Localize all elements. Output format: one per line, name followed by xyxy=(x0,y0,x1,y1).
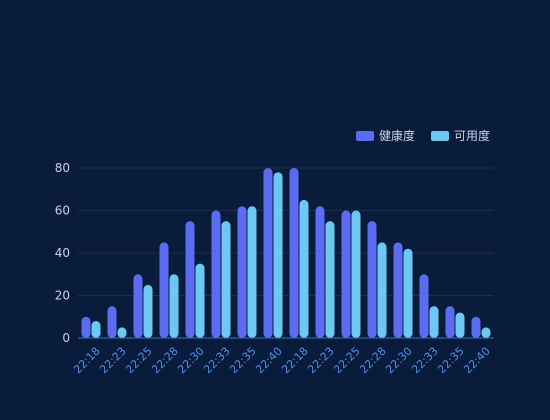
y-tick-label: 80 xyxy=(55,161,70,175)
x-tick-label: 22:35 xyxy=(227,345,259,377)
bar-availability[interactable] xyxy=(91,321,101,338)
y-tick-label: 20 xyxy=(55,289,70,303)
bars-group xyxy=(81,168,491,339)
y-tick-label: 40 xyxy=(55,246,70,260)
x-tick-label: 22:18 xyxy=(279,345,311,377)
legend-swatch xyxy=(431,131,449,141)
x-tick-label: 22:40 xyxy=(461,345,493,377)
x-tick-label: 22:35 xyxy=(435,345,467,377)
bar-availability[interactable] xyxy=(247,206,257,338)
x-tick-label: 22:30 xyxy=(383,345,415,377)
bar-health[interactable] xyxy=(445,306,455,338)
bar-health[interactable] xyxy=(393,242,403,338)
bar-availability[interactable] xyxy=(143,284,153,338)
x-tick-label: 22:40 xyxy=(253,345,285,377)
x-tick-label: 22:23 xyxy=(97,345,129,377)
bar-health[interactable] xyxy=(419,274,429,338)
bar-health[interactable] xyxy=(289,168,299,338)
y-tick-label: 0 xyxy=(62,331,70,345)
bar-health[interactable] xyxy=(367,221,377,338)
bar-availability[interactable] xyxy=(221,221,231,338)
bar-availability[interactable] xyxy=(325,221,335,338)
x-tick-label: 22:30 xyxy=(175,345,207,377)
bar-health[interactable] xyxy=(341,210,351,339)
bar-availability[interactable] xyxy=(169,274,179,338)
bar-availability[interactable] xyxy=(351,210,361,339)
bar-health[interactable] xyxy=(237,206,247,338)
x-tick-label: 22:28 xyxy=(149,345,181,377)
bar-health[interactable] xyxy=(263,168,273,338)
bar-health[interactable] xyxy=(133,274,143,338)
legend-label: 健康度 xyxy=(379,128,415,143)
bar-health[interactable] xyxy=(107,306,117,338)
legend-swatch xyxy=(356,131,374,141)
legend-label: 可用度 xyxy=(454,128,490,143)
bar-availability[interactable] xyxy=(299,199,309,338)
bar-health[interactable] xyxy=(315,206,325,338)
bar-availability[interactable] xyxy=(455,312,465,339)
x-tick-label: 22:25 xyxy=(331,345,363,377)
y-tick-label: 60 xyxy=(55,204,70,218)
legend[interactable]: 健康度 可用度 xyxy=(356,128,490,143)
x-tick-label: 22:33 xyxy=(201,345,233,377)
bar-health[interactable] xyxy=(211,210,221,339)
bar-health[interactable] xyxy=(471,316,481,338)
bar-availability[interactable] xyxy=(481,327,491,338)
legend-item-availability[interactable]: 可用度 xyxy=(431,128,490,143)
bar-availability[interactable] xyxy=(377,242,387,338)
bar-availability[interactable] xyxy=(117,327,127,338)
bar-availability[interactable] xyxy=(195,263,205,338)
x-tick-label: 22:25 xyxy=(123,345,155,377)
x-tick-label: 22:33 xyxy=(409,345,441,377)
legend-item-health[interactable]: 健康度 xyxy=(356,128,415,143)
bar-availability[interactable] xyxy=(429,306,439,338)
x-tick-label: 22:28 xyxy=(357,345,389,377)
bar-health[interactable] xyxy=(159,242,169,338)
bar-health[interactable] xyxy=(81,316,91,338)
bar-availability[interactable] xyxy=(273,172,283,338)
x-tick-label: 22:18 xyxy=(71,345,103,377)
bar-health[interactable] xyxy=(185,221,195,338)
bar-availability[interactable] xyxy=(403,248,413,338)
x-tick-label: 22:23 xyxy=(305,345,337,377)
